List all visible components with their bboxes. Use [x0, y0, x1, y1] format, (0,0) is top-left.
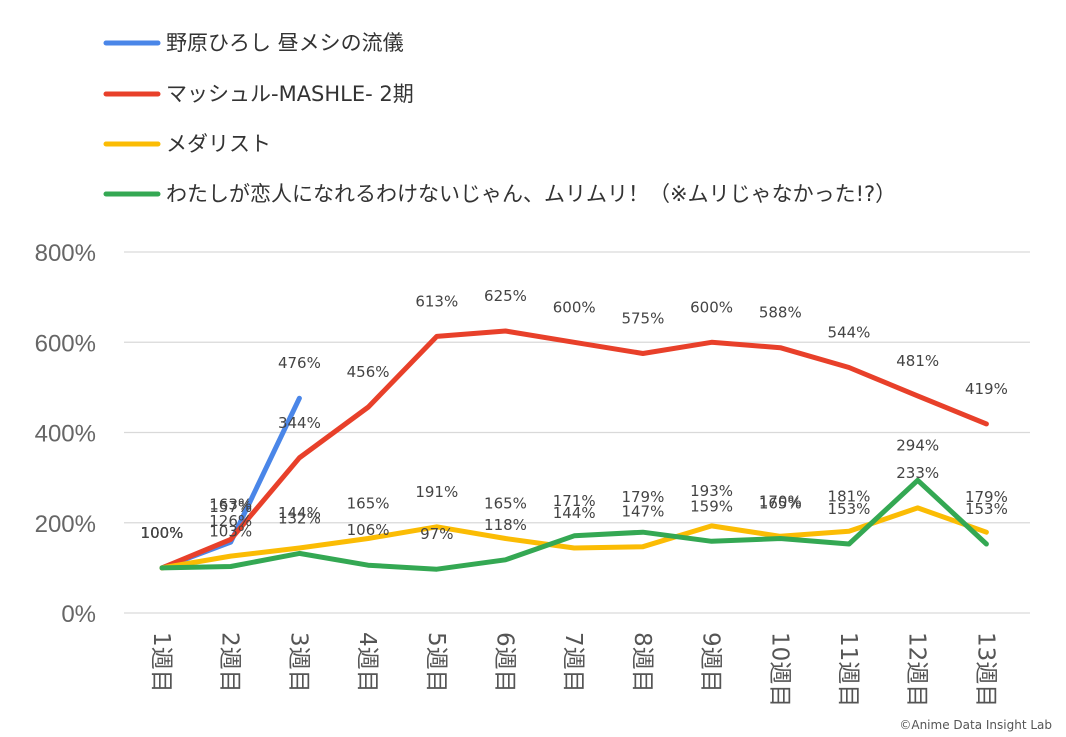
data-label-s3-12: 233%	[896, 464, 939, 482]
x-tick-label: 2週目	[217, 632, 243, 693]
y-tick-label: 400%	[35, 421, 96, 448]
data-label-s3-9: 193%	[690, 482, 733, 500]
data-label-s4-1: 100%	[141, 524, 184, 542]
data-label-s4-5: 97%	[420, 525, 453, 543]
data-label-s3-3: 144%	[278, 504, 321, 522]
data-label-s3-6: 165%	[484, 495, 527, 513]
x-tick-label: 4週目	[354, 632, 380, 693]
data-label-s3-1: 100%	[141, 524, 184, 542]
data-label-s4-12: 294%	[896, 436, 939, 454]
x-tick-label: 1週目	[148, 632, 174, 693]
y-tick-label: 200%	[35, 511, 96, 538]
data-labels: 100%157%476%100%163%344%456%613% 625%600%…	[141, 287, 1008, 543]
x-tick-label: 10週目	[766, 632, 792, 707]
data-label-s4-3: 132%	[278, 509, 321, 527]
x-tick-label: 11週目	[835, 632, 861, 707]
data-label-s4-11: 153%	[828, 500, 871, 518]
y-tick-label: 800%	[35, 240, 96, 267]
data-label-s4-13: 153%	[965, 500, 1008, 518]
data-label-s3-2: 126%	[209, 512, 252, 530]
legend-label-2: マッシュル-MASHLE- 2期	[166, 82, 414, 106]
x-axis: 1週目 2週目 3週目 4週目 5週目 6週目 7週目 8週目 9週目 10週目 11週目 12週目 1…	[148, 632, 998, 707]
legend-label-3: メダリスト	[166, 132, 271, 156]
x-tick-label: 13週目	[972, 632, 998, 707]
credit-annotation: ©Anime Data Insight Lab	[899, 718, 1052, 732]
data-label-s2-8: 575%	[621, 310, 664, 328]
data-label-s3-5: 191%	[415, 483, 458, 501]
y-axis: 0% 200% 400% 600% 800%	[35, 240, 96, 628]
data-label-s2-10: 588%	[759, 304, 802, 322]
data-label-s4-7: 171%	[553, 492, 596, 510]
data-label-s2-12: 481%	[896, 352, 939, 370]
x-tick-label: 12週目	[904, 632, 930, 707]
series-line-4	[159, 477, 989, 572]
data-label-s2-9: 600%	[690, 298, 733, 316]
y-tick-label: 600%	[35, 330, 96, 357]
data-label-s3-11: 181%	[828, 487, 871, 505]
data-label-s4-4: 106%	[347, 521, 390, 539]
data-label-s2-6: 625%	[484, 287, 527, 305]
data-label-s4-10: 165%	[759, 495, 802, 513]
data-label-s4-6: 118%	[484, 516, 527, 534]
data-label-s1-1: 100%	[141, 524, 184, 542]
x-tick-label: 3週目	[285, 632, 311, 693]
data-label-s2-3: 344%	[278, 414, 321, 432]
data-label-s1-2: 157%	[209, 498, 252, 516]
x-tick-label: 9週目	[698, 632, 724, 693]
data-label-s1-3: 476%	[278, 354, 321, 372]
series-line-3	[159, 505, 989, 571]
data-label-s3-4: 165%	[347, 495, 390, 513]
data-label-s3-13: 179%	[965, 488, 1008, 506]
legend-label-4: わたしが恋人になれるわけないじゃん、ムリムリ！（※ムリじゃなかった!?）	[166, 182, 896, 206]
data-label-s2-13: 419%	[965, 380, 1008, 398]
data-label-s3-10: 170%	[759, 492, 802, 510]
data-label-s2-2: 163%	[209, 495, 252, 513]
data-label-s3-7: 144%	[553, 504, 596, 522]
data-label-s2-11: 544%	[828, 324, 871, 342]
x-tick-label: 8週目	[629, 632, 655, 693]
data-label-s4-9: 159%	[690, 497, 733, 515]
series-line-2	[159, 328, 989, 571]
data-label-s2-4: 456%	[347, 363, 390, 381]
data-label-s2-5: 613%	[415, 292, 458, 310]
data-label-s4-2: 103%	[209, 523, 252, 541]
x-tick-label: 7週目	[560, 632, 586, 693]
data-label-s3-8: 147%	[621, 503, 664, 521]
data-label-s4-8: 179%	[621, 488, 664, 506]
data-label-s2-7: 600%	[553, 298, 596, 316]
y-tick-label: 0%	[61, 601, 96, 628]
series-lines	[159, 328, 989, 572]
data-label-s2-1: 100%	[141, 524, 184, 542]
x-tick-label: 6週目	[492, 632, 518, 693]
legend-label-1: 野原ひろし 昼メシの流儀	[166, 31, 404, 55]
x-tick-label: 5週目	[423, 632, 449, 693]
